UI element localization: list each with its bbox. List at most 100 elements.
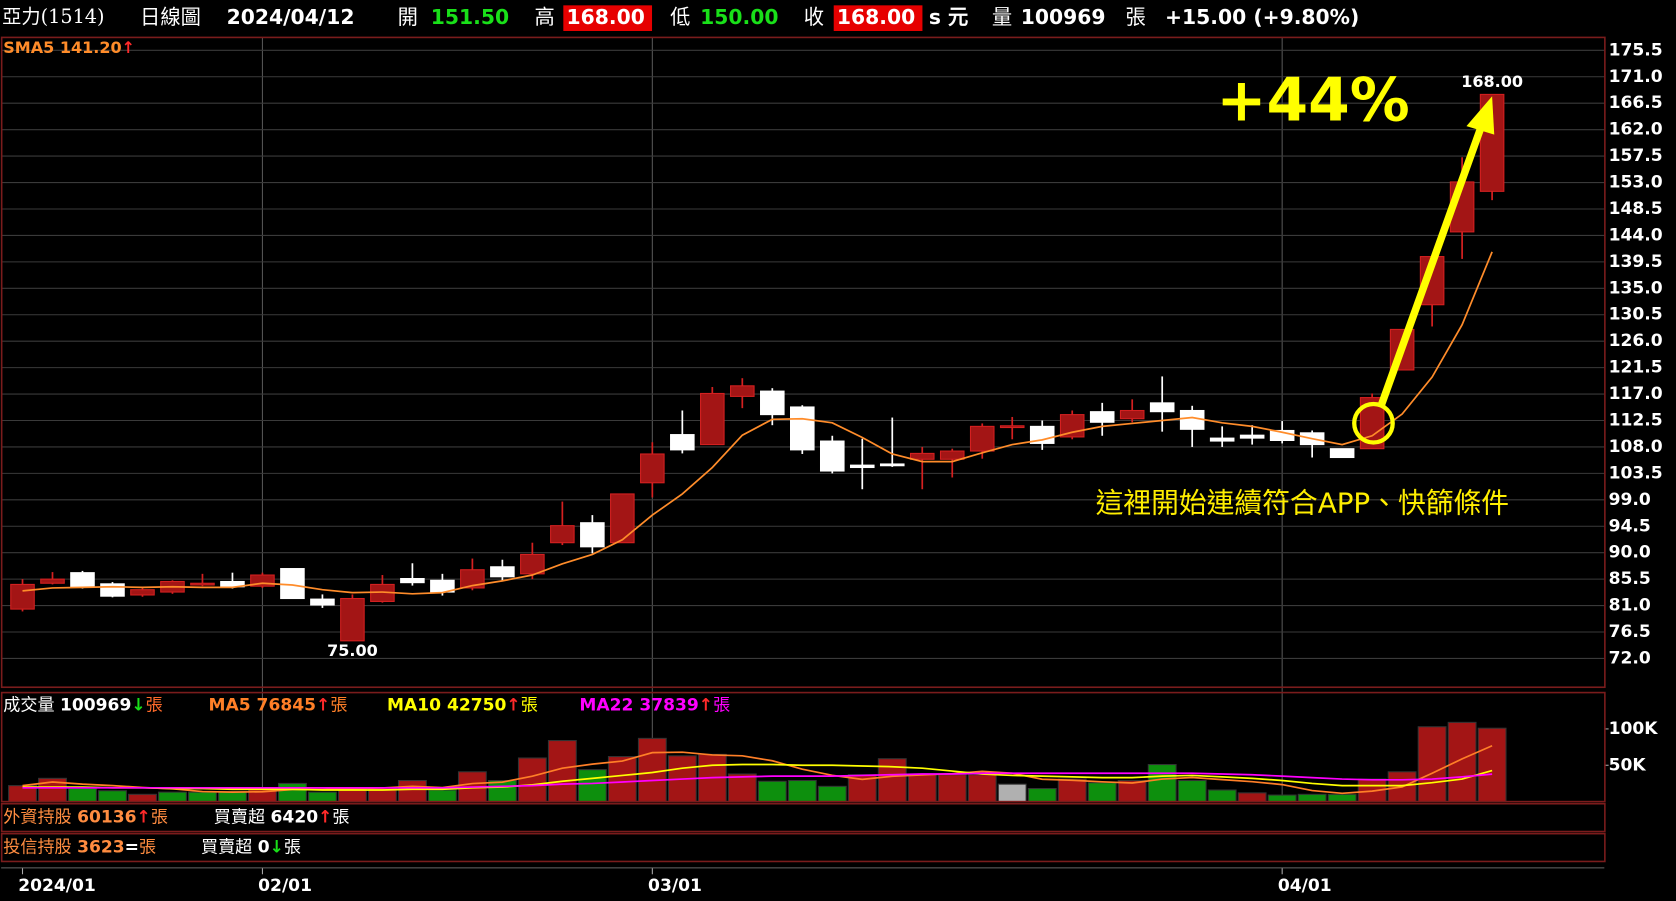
holding-net: 買賣超 0↓張 [201, 838, 301, 858]
candle-body [670, 434, 695, 451]
y-tick-label: 81.0 [1609, 596, 1651, 616]
volume-bar [128, 793, 157, 803]
y-tick-label: 121.5 [1609, 358, 1663, 378]
annotation: +44% [1216, 65, 1409, 135]
volume-bar [1417, 726, 1447, 803]
y-tick-label: 85.5 [1609, 569, 1651, 589]
volume-bar [1297, 793, 1327, 803]
candle-body [40, 578, 65, 584]
y-tick-label: 148.5 [1609, 199, 1663, 219]
candle-body [1209, 437, 1235, 442]
close-value: 168.00 [837, 5, 915, 29]
y-tick-label: 50K [1609, 755, 1647, 775]
volume-bar [517, 757, 547, 803]
trend-arrow: ↑ [506, 695, 520, 715]
candle-body [400, 578, 425, 584]
legend: MA5 76845↑張 [208, 695, 347, 715]
volume-bar [1207, 789, 1237, 803]
volume-bar [1147, 764, 1177, 803]
volume-ma-line [22, 763, 1493, 791]
y-tick-label: 153.0 [1609, 173, 1663, 193]
legend-unit: 張 [713, 695, 730, 715]
volume-bar [278, 782, 307, 803]
candle-body [760, 390, 785, 416]
y-tick-label: 117.0 [1609, 384, 1663, 404]
stock-name: 亞力(1514) [2, 5, 104, 28]
volume-bar [1267, 794, 1297, 803]
label-layer: 2024/01 02/01 03/01 04/01 175.5 171.0 166.5 162… [18, 40, 1663, 896]
volume-bar [877, 758, 907, 803]
volume-bar [1477, 727, 1507, 803]
y-tick-label: 100K [1609, 719, 1659, 739]
y-tick-label: 139.5 [1609, 252, 1663, 272]
low-value: 150.00 [700, 5, 778, 29]
trend-arrow: ↓ [270, 838, 284, 858]
high-label: 168.00 [1461, 72, 1523, 91]
y-tick-label: 166.5 [1609, 93, 1663, 113]
candle-body [879, 463, 905, 467]
candle-body [460, 569, 485, 589]
highlight-circle [1352, 401, 1395, 445]
volume-bar [397, 779, 427, 803]
legend-name: MA22 [579, 695, 633, 715]
candle-body [640, 453, 665, 484]
holding-value: 60136 [77, 808, 136, 828]
y-tick-label: 99.0 [1609, 490, 1651, 510]
candle-body [10, 583, 35, 610]
high-label: 高 [534, 5, 554, 29]
volume-bar [997, 783, 1027, 803]
volume-bar [637, 737, 667, 803]
candle-body [520, 553, 545, 575]
y-tick-label: 72.0 [1609, 648, 1651, 668]
volume-bar [1447, 721, 1477, 803]
candle-body [1179, 409, 1205, 430]
candle-body [969, 425, 995, 452]
volume-bar [1327, 793, 1357, 803]
low-label: 75.00 [327, 641, 378, 660]
volume-bar [1237, 792, 1267, 803]
open-label: 開 [398, 5, 418, 29]
candle-body [550, 525, 575, 544]
volume-bar [307, 791, 337, 803]
x-tick-label: 04/01 [1278, 876, 1332, 896]
trend-arrow: ↑ [316, 695, 330, 715]
y-tick-label: 175.5 [1609, 40, 1663, 60]
candle-body [610, 493, 635, 544]
volume-bar [188, 791, 217, 803]
holding-row [0, 802, 1606, 833]
high-value: 168.00 [567, 5, 645, 29]
x-tick-label: 2024/01 [18, 876, 96, 896]
y-tick-label: 94.5 [1609, 516, 1651, 536]
volume-bar [98, 790, 127, 803]
volume-bar [787, 779, 817, 803]
annotation-arrow [1377, 124, 1485, 408]
candle-body [730, 385, 755, 397]
highlight-box [563, 5, 653, 31]
volume-bar [967, 774, 997, 803]
arrow-head [1466, 96, 1495, 135]
y-tick-label: 144.0 [1609, 225, 1663, 245]
candle-body [849, 464, 875, 469]
y-tick-label: 130.5 [1609, 305, 1663, 325]
candle-body [939, 450, 965, 460]
y-tick-label: 112.5 [1609, 410, 1663, 430]
y-tick-label: 157.5 [1609, 146, 1663, 166]
volume-bar [1087, 782, 1117, 803]
net-label: 買賣超 [201, 838, 252, 858]
legend: 成交量 100969↓張 [3, 695, 163, 715]
candle-body [190, 582, 215, 586]
candle-body [1149, 402, 1175, 413]
volume-bar [607, 756, 637, 803]
holding-row [0, 832, 1606, 863]
candle-body [1089, 411, 1115, 423]
annotation: 這裡開始連續符合APP、快篩條件 [1096, 486, 1509, 519]
price-panel [0, 36, 1606, 689]
candle-body [1239, 434, 1265, 439]
holding-unit: 張 [151, 808, 168, 828]
mark-layer [8, 93, 1507, 803]
change: +15.00 (+9.80%) [1165, 5, 1359, 29]
y-tick-label: 135.0 [1609, 278, 1663, 298]
volume-bar [727, 773, 757, 803]
highlight-box [833, 5, 923, 31]
